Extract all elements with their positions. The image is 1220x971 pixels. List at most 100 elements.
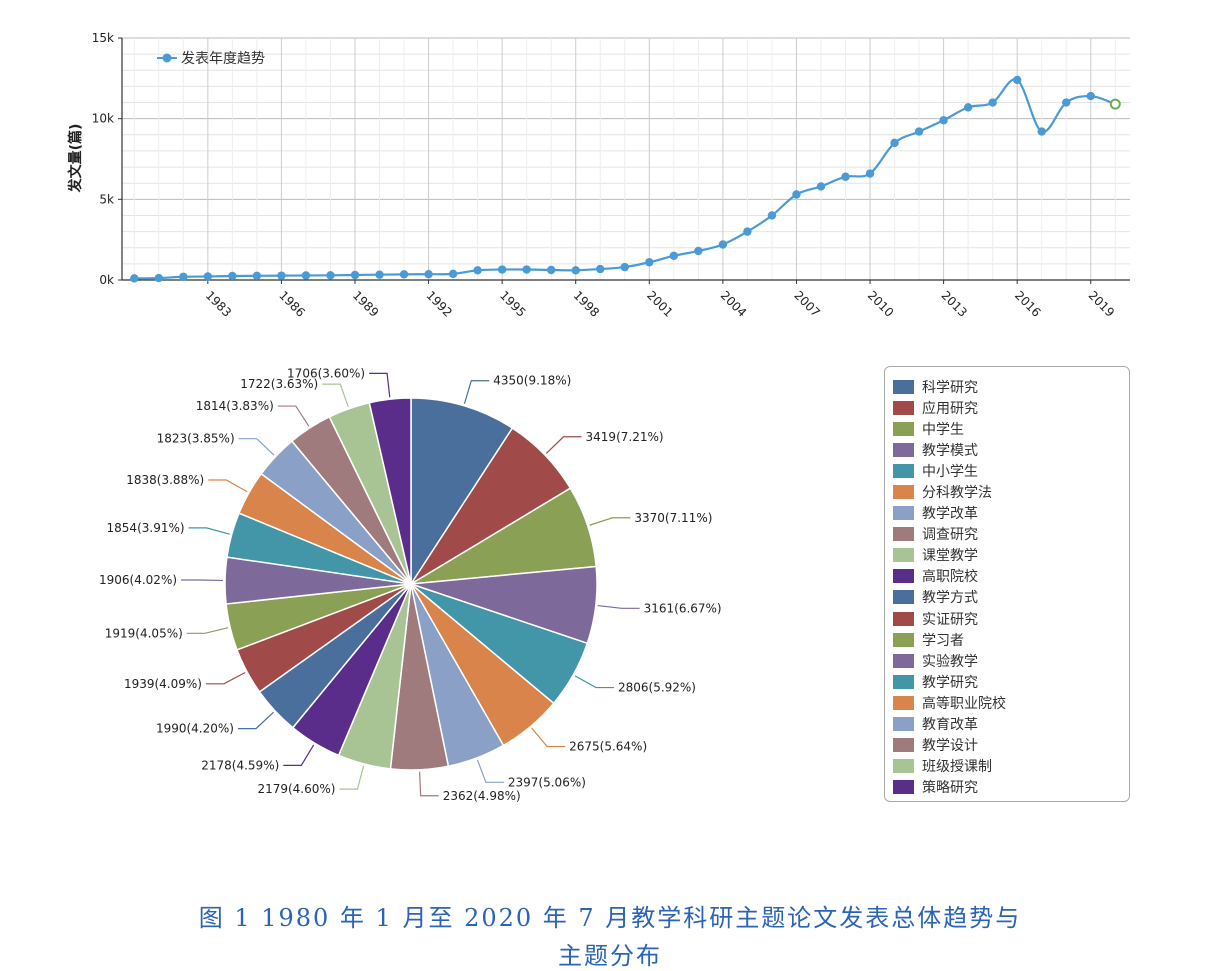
legend-item[interactable]: 科学研究 <box>893 376 1129 397</box>
trend-point[interactable] <box>1038 127 1046 135</box>
x-tick-label: 1998 <box>571 288 602 319</box>
line-chart-axes <box>122 38 1130 280</box>
legend-item[interactable]: 分科教学法 <box>893 481 1129 502</box>
trend-point[interactable] <box>277 271 285 279</box>
trend-point[interactable] <box>424 270 432 278</box>
trend-point[interactable] <box>915 127 923 135</box>
legend-item[interactable]: 高等职业院校 <box>893 692 1129 713</box>
legend-label: 策略研究 <box>922 777 978 797</box>
y-tick-label: 10k <box>92 112 114 126</box>
legend-item[interactable]: 教学改革 <box>893 503 1129 524</box>
legend-swatch <box>893 696 914 710</box>
trend-point[interactable] <box>866 169 874 177</box>
trend-point[interactable] <box>375 270 383 278</box>
trend-point[interactable] <box>670 252 678 260</box>
legend-item[interactable]: 教学研究 <box>893 671 1129 692</box>
trend-point[interactable] <box>572 266 580 274</box>
x-tick-label: 1983 <box>203 288 234 319</box>
trend-point[interactable] <box>817 182 825 190</box>
trend-point[interactable] <box>155 274 163 282</box>
pie-leader-line <box>208 480 247 492</box>
legend-swatch <box>893 548 914 562</box>
pie-leader-line <box>369 373 390 397</box>
pie-data-label: 1919(4.05%) <box>105 626 183 640</box>
trend-point[interactable] <box>645 258 653 266</box>
legend-label: 实证研究 <box>922 609 978 629</box>
trend-point[interactable] <box>253 272 261 280</box>
trend-point[interactable] <box>988 98 996 106</box>
legend-item[interactable]: 高职院校 <box>893 566 1129 587</box>
legend-item[interactable]: 应用研究 <box>893 397 1129 418</box>
trend-point[interactable] <box>1013 76 1021 84</box>
legend-item[interactable]: 教学设计 <box>893 735 1129 756</box>
trend-point[interactable] <box>596 265 604 273</box>
pie-data-label: 1854(3.91%) <box>107 521 185 535</box>
x-tick-label: 2004 <box>718 288 749 319</box>
trend-point[interactable] <box>400 270 408 278</box>
trend-point[interactable] <box>768 211 776 219</box>
trend-point[interactable] <box>351 271 359 279</box>
trend-point[interactable] <box>890 139 898 147</box>
y-tick-label: 15k <box>92 31 114 45</box>
pie-data-label: 2675(5.64%) <box>569 740 647 754</box>
trend-point[interactable] <box>130 274 138 282</box>
trend-point[interactable] <box>1062 98 1070 106</box>
legend-item[interactable]: 调查研究 <box>893 524 1129 545</box>
legend-label: 教学改革 <box>922 503 978 523</box>
pie-leader-line <box>546 437 581 454</box>
trend-point[interactable] <box>743 227 751 235</box>
pie-leader-line <box>189 528 230 534</box>
x-tick-label: 2013 <box>938 288 969 319</box>
legend-item[interactable]: 中小学生 <box>893 460 1129 481</box>
pie-legend: 科学研究应用研究中学生教学模式中小学生分科教学法教学改革调查研究课堂教学高职院校… <box>884 366 1130 802</box>
trend-point[interactable] <box>694 247 702 255</box>
legend-label: 学习者 <box>922 630 964 650</box>
legend-item[interactable]: 课堂教学 <box>893 545 1129 566</box>
trend-point[interactable] <box>621 263 629 271</box>
pie-leader-line <box>322 384 348 407</box>
legend-label: 教学设计 <box>922 735 978 755</box>
legend-label: 高等职业院校 <box>922 693 1006 713</box>
line-chart-legend[interactable]: 发表年度趋势 <box>157 51 265 67</box>
pie-data-label: 1906(4.02%) <box>99 573 177 587</box>
legend-item[interactable]: 教育改革 <box>893 714 1129 735</box>
legend-swatch <box>893 654 914 668</box>
trend-point[interactable] <box>449 270 457 278</box>
pie-data-label: 2178(4.59%) <box>201 758 279 772</box>
pie-leader-line <box>283 745 313 766</box>
pie-data-label: 3161(6.67%) <box>644 601 722 615</box>
trend-point[interactable] <box>719 240 727 248</box>
trend-point[interactable] <box>498 265 506 273</box>
trend-point[interactable] <box>302 271 310 279</box>
trend-point[interactable] <box>473 266 481 274</box>
trend-point[interactable] <box>179 273 187 281</box>
legend-swatch <box>893 464 914 478</box>
pie-data-label: 1814(3.83%) <box>196 399 274 413</box>
legend-item[interactable]: 策略研究 <box>893 777 1129 798</box>
legend-label: 分科教学法 <box>922 482 992 502</box>
pie-leader-line <box>532 728 565 746</box>
legend-item[interactable]: 班级授课制 <box>893 756 1129 777</box>
legend-item[interactable]: 教学模式 <box>893 439 1129 460</box>
legend-dot-marker <box>163 54 172 63</box>
legend-item[interactable]: 实证研究 <box>893 608 1129 629</box>
trend-point[interactable] <box>939 116 947 124</box>
trend-point[interactable] <box>522 265 530 273</box>
pie-leader-line <box>590 518 631 525</box>
pie-data-label: 2806(5.92%) <box>618 681 696 695</box>
trend-point[interactable] <box>841 173 849 181</box>
trend-point[interactable] <box>1087 92 1095 100</box>
legend-item[interactable]: 学习者 <box>893 629 1129 650</box>
trend-point[interactable] <box>326 271 334 279</box>
legend-item[interactable]: 实验教学 <box>893 650 1129 671</box>
trend-point-forecast[interactable] <box>1111 100 1120 109</box>
legend-item[interactable]: 中学生 <box>893 418 1129 439</box>
trend-point[interactable] <box>228 272 236 280</box>
trend-point[interactable] <box>964 103 972 111</box>
trend-point[interactable] <box>547 266 555 274</box>
trend-point[interactable] <box>792 190 800 198</box>
legend-swatch <box>893 759 914 773</box>
trend-point[interactable] <box>204 272 212 280</box>
legend-swatch <box>893 590 914 604</box>
legend-item[interactable]: 教学方式 <box>893 587 1129 608</box>
